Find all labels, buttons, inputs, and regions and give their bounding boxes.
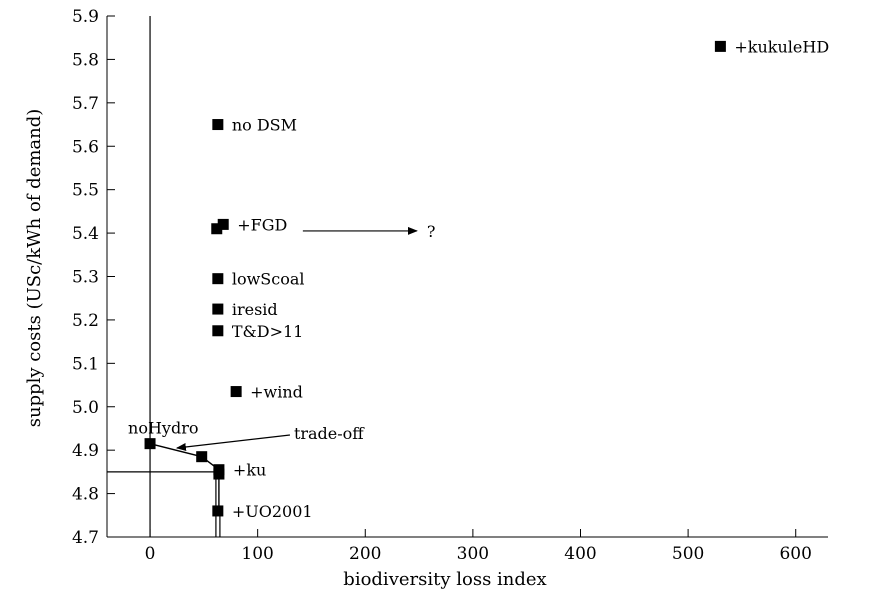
x-tick-label: 100 [241,544,273,564]
data-point-label: +FGD [237,215,287,234]
data-point-label: +wind [250,383,303,402]
data-point-label: lowScoal [232,270,305,289]
data-point [196,451,208,463]
annotation-arrow [175,434,291,451]
y-tick-label: 5.5 [72,181,99,201]
x-tick-label: 500 [672,544,704,564]
data-point [217,218,229,230]
y-tick-label: 5.7 [72,94,99,114]
y-tick-label: 4.8 [72,485,99,505]
x-tick-label: 400 [564,544,596,564]
x-tick-label: 300 [457,544,489,564]
tradeoff-frontier-line [149,442,220,511]
data-point-label: no DSM [232,116,297,135]
y-tick-label: 4.7 [72,528,99,548]
y-tick-label: 5.2 [72,311,99,331]
y-tick-label: 5.4 [72,224,99,244]
data-point-label: +UO2001 [232,502,313,521]
data-point [212,505,224,517]
x-axis-title: biodiversity loss index [343,569,546,590]
data-point-label: T&D>11 [232,322,304,341]
y-tick-label: 5.3 [72,268,99,288]
data-point [212,303,224,315]
data-point [211,223,223,235]
data-point [213,468,225,480]
y-tick-label: 5.8 [72,50,99,70]
x-tick-label: 600 [779,544,811,564]
annotation-label: ? [427,222,436,241]
y-tick-label: 5.1 [72,354,99,374]
annotation-label: trade-off [294,424,365,443]
data-point-label: iresid [232,300,278,319]
data-point-label: noHydro [128,419,198,438]
y-axis-title: supply costs (USc/kWh of demand) [24,109,45,428]
y-tick-label: 4.9 [72,441,99,461]
data-point-label: +ku [233,461,266,480]
x-tick-label: 0 [145,544,156,564]
data-point [212,273,224,285]
data-point [714,40,726,52]
data-point [144,438,156,450]
data-point [230,386,242,398]
data-point-label: +kukuleHD [734,37,829,56]
y-tick-label: 5.0 [72,398,99,418]
x-tick-label: 200 [349,544,381,564]
y-tick-label: 5.9 [72,7,99,27]
y-tick-label: 5.6 [72,137,99,157]
data-point [212,325,224,337]
data-point [212,119,224,131]
